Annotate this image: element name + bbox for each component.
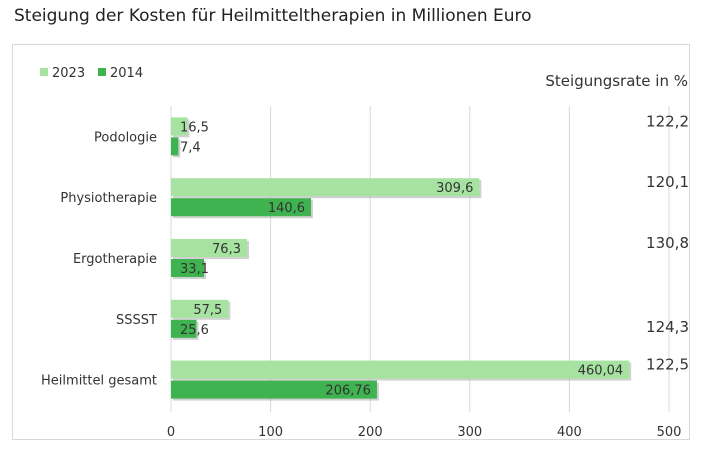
category-label: Physiotherapie [60,191,157,206]
data-label: 76,3 [212,242,241,257]
data-label: 25,6 [180,323,209,338]
legend-swatch-2014 [98,68,106,76]
legend-label-2023: 2023 [52,66,85,81]
rate-values: 122,2 120,1 130,8 124,3 122,5 [646,112,689,373]
x-tick-label: 200 [358,425,383,440]
x-tick-label: 500 [657,425,682,440]
bar-2014 [171,137,179,156]
data-label: 33,1 [180,262,209,277]
rate-value: 122,2 [646,112,689,130]
data-label: 57,5 [193,303,222,318]
bars: 16,5 7,4 309,6 140,6 76,333,1 57,5 25,6 460,04 2… [171,117,632,401]
rate-value: 130,8 [646,234,689,252]
x-tick-label: 0 [167,425,175,440]
legend-label-2014: 2014 [110,66,143,81]
category-label: SSSST [116,313,157,328]
legend: 2023 2014 [40,66,143,81]
bar-2023 [171,360,630,379]
data-label: 460,04 [578,364,624,379]
rate-value: 122,5 [646,356,689,374]
data-label: 7,4 [180,140,201,155]
bar-2023 [171,239,247,257]
x-tick-label: 400 [557,425,582,440]
x-axis-ticks: 0 100 200 300 400 500 [167,425,682,440]
bar-2014 [171,319,197,338]
bar-2023 [171,299,229,318]
data-label: 140,6 [268,201,305,216]
category-label: Podologie [94,130,157,145]
x-tick-label: 100 [258,425,283,440]
bar-2023 [171,117,188,136]
data-label: 309,6 [436,181,473,196]
data-label: 16,5 [180,120,209,135]
gridlines [170,106,670,412]
bar-2023 [171,178,480,197]
chart-title: Steigung der Kosten für Heilmitteltherap… [14,6,532,26]
rate-header: Steigungsrate in % [545,72,688,90]
legend-swatch-2023 [40,68,48,76]
rate-value: 124,3 [646,318,689,336]
bar-2014 [171,259,204,277]
bar-2014 [171,198,312,217]
category-labels: Podologie Physiotherapie Ergotherapie SSSST… [41,130,157,388]
rate-value: 120,1 [646,173,689,191]
bar-2014 [171,380,377,399]
category-label: Ergotherapie [73,252,157,267]
chart-frame [12,44,690,440]
x-tick-label: 300 [457,425,482,440]
category-label: Heilmittel gesamt [41,374,157,389]
data-label: 206,76 [325,384,371,399]
